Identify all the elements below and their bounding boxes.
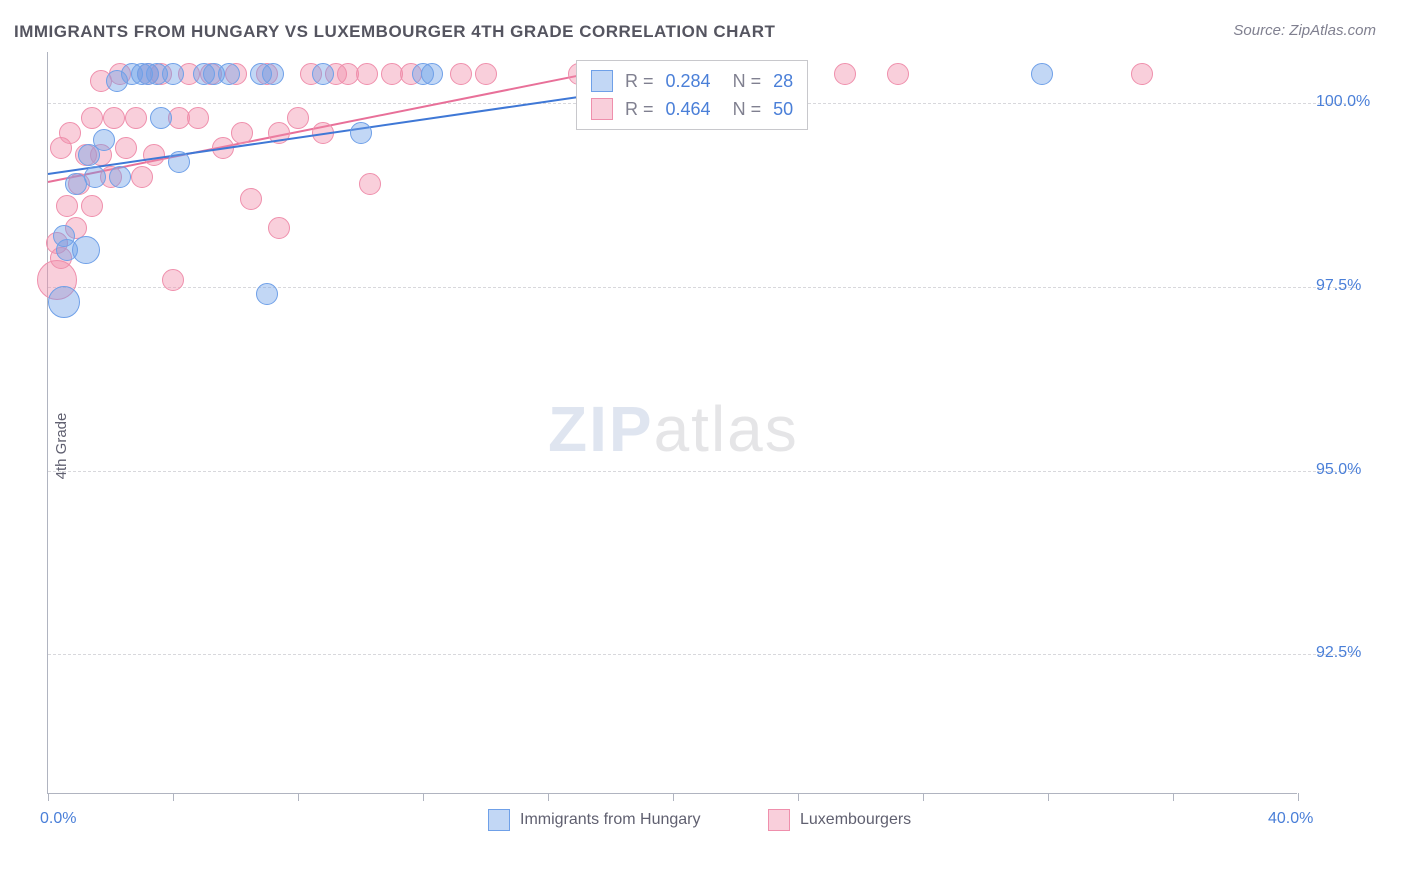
scatter-point (103, 107, 125, 129)
y-tick-label: 92.5% (1316, 644, 1361, 662)
watermark-b: atlas (654, 393, 799, 465)
x-tick-mark (548, 793, 549, 801)
scatter-point (218, 63, 240, 85)
scatter-point (450, 63, 472, 85)
stat-n-value: 50 (773, 95, 793, 123)
y-tick-label: 95.0% (1316, 461, 1361, 479)
x-tick-mark (1048, 793, 1049, 801)
scatter-point (143, 144, 165, 166)
legend-swatch (591, 98, 613, 120)
y-tick-label: 100.0% (1316, 93, 1370, 111)
scatter-plot: ZIPatlas 92.5%95.0%97.5%100.0%0.0%40.0%R… (47, 52, 1297, 794)
stat-r-value: 0.284 (666, 67, 711, 95)
stats-row: R = 0.464 N = 50 (591, 95, 793, 123)
x-tick-mark (173, 793, 174, 801)
source-prefix: Source: (1233, 22, 1289, 39)
scatter-point (1031, 63, 1053, 85)
scatter-point (287, 107, 309, 129)
stat-r-value: 0.464 (666, 95, 711, 123)
x-tick-label: 40.0% (1268, 810, 1313, 828)
stat-r-label: R = (625, 95, 654, 123)
scatter-point (56, 195, 78, 217)
legend-item: Immigrants from Hungary (488, 809, 701, 831)
scatter-point (359, 173, 381, 195)
stats-box: R = 0.284 N = 28R = 0.464 N = 50 (576, 60, 808, 130)
stat-n-label: N = (723, 95, 762, 123)
stat-n-value: 28 (773, 67, 793, 95)
scatter-point (475, 63, 497, 85)
x-tick-label: 0.0% (40, 810, 76, 828)
scatter-point (162, 63, 184, 85)
legend-swatch (488, 809, 510, 831)
stat-n-label: N = (723, 67, 762, 95)
gridline-h (48, 654, 1356, 655)
x-tick-mark (1298, 793, 1299, 801)
scatter-point (81, 195, 103, 217)
legend-label: Luxembourgers (800, 811, 911, 829)
x-tick-mark (923, 793, 924, 801)
scatter-point (356, 63, 378, 85)
scatter-point (93, 129, 115, 151)
stat-r-label: R = (625, 67, 654, 95)
scatter-point (268, 217, 290, 239)
gridline-h (48, 471, 1356, 472)
x-tick-mark (1173, 793, 1174, 801)
scatter-point (131, 166, 153, 188)
scatter-point (59, 122, 81, 144)
x-tick-mark (423, 793, 424, 801)
gridline-h (48, 287, 1356, 288)
scatter-point (109, 166, 131, 188)
stats-row: R = 0.284 N = 28 (591, 67, 793, 95)
scatter-point (187, 107, 209, 129)
scatter-point (256, 283, 278, 305)
scatter-point (421, 63, 443, 85)
y-tick-label: 97.5% (1316, 277, 1361, 295)
x-tick-mark (298, 793, 299, 801)
scatter-point (834, 63, 856, 85)
scatter-point (125, 107, 147, 129)
scatter-point (350, 122, 372, 144)
x-tick-mark (673, 793, 674, 801)
legend-label: Immigrants from Hungary (520, 811, 701, 829)
scatter-point (262, 63, 284, 85)
legend-swatch (591, 70, 613, 92)
scatter-point (1131, 63, 1153, 85)
watermark-a: ZIP (548, 393, 654, 465)
scatter-point (81, 107, 103, 129)
scatter-point (231, 122, 253, 144)
scatter-point (887, 63, 909, 85)
scatter-point (72, 236, 100, 264)
legend-swatch (768, 809, 790, 831)
scatter-point (84, 166, 106, 188)
watermark: ZIPatlas (548, 392, 799, 466)
x-tick-mark (798, 793, 799, 801)
source-name: ZipAtlas.com (1289, 22, 1376, 39)
scatter-point (162, 269, 184, 291)
scatter-point (115, 137, 137, 159)
source-attr: Source: ZipAtlas.com (1233, 22, 1376, 39)
scatter-point (48, 286, 80, 318)
legend-item: Luxembourgers (768, 809, 911, 831)
scatter-point (240, 188, 262, 210)
chart-title: IMMIGRANTS FROM HUNGARY VS LUXEMBOURGER … (14, 22, 775, 42)
scatter-point (312, 63, 334, 85)
scatter-point (168, 151, 190, 173)
x-tick-mark (48, 793, 49, 801)
scatter-point (150, 107, 172, 129)
